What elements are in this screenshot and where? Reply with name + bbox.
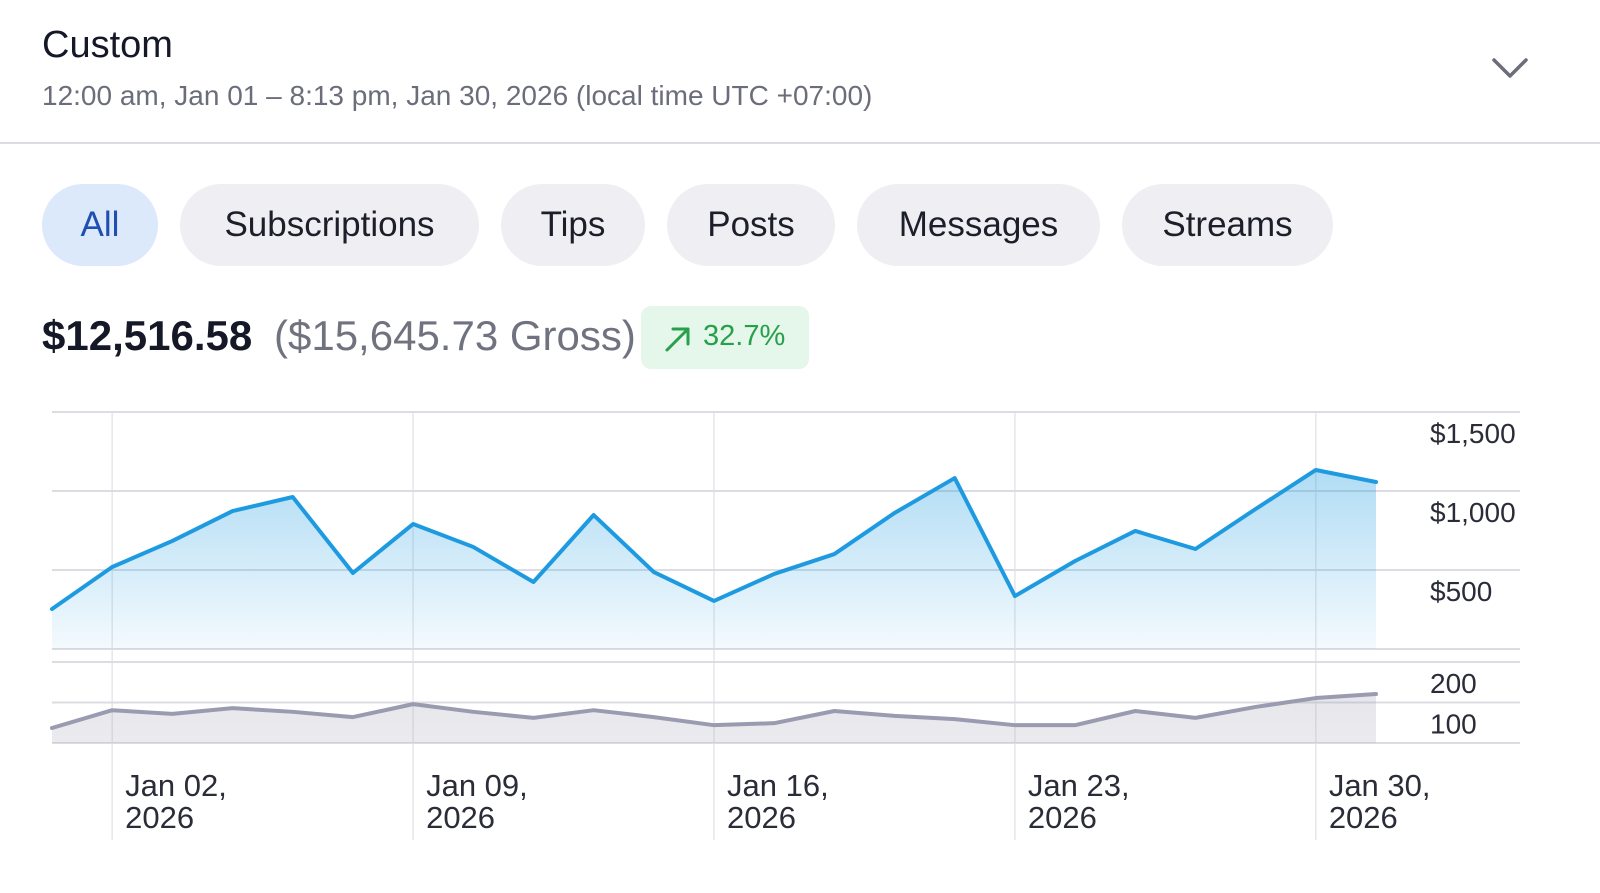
x-tick-label: Jan 23, 2026 xyxy=(1027,768,1130,835)
filter-tab[interactable]: Subscriptions xyxy=(180,184,479,266)
area xyxy=(52,469,1376,649)
filter-tab[interactable]: All xyxy=(42,184,158,266)
y-tick-label: $1,000 xyxy=(1430,497,1516,528)
y-tick-label: $500 xyxy=(1430,576,1492,607)
y-tick-label: 100 xyxy=(1430,709,1477,740)
gross-amount: ($15,645.73 Gross) xyxy=(274,312,636,359)
y-tick-label: 200 xyxy=(1430,668,1477,699)
net-amount: $12,516.58 xyxy=(42,312,253,359)
filter-tab[interactable]: Posts xyxy=(667,184,835,266)
x-tick-label: Jan 16, 2026 xyxy=(727,768,829,835)
filter-tab[interactable]: Streams xyxy=(1122,184,1333,266)
range-subtitle: 12:00 am, Jan 01 – 8:13 pm, Jan 30, 2026… xyxy=(42,80,873,111)
up-arrow xyxy=(665,327,690,352)
x-tick-label: Jan 30, 2026 xyxy=(1328,768,1431,835)
line xyxy=(50,691,1378,731)
line xyxy=(50,467,1378,612)
x-tick-label: Jan 09, 2026 xyxy=(426,768,528,835)
dropdown-chevron[interactable] xyxy=(1490,54,1530,82)
change-value: 32.7% xyxy=(703,320,786,352)
change-badge: 32.7% xyxy=(641,306,809,369)
separator xyxy=(0,142,1600,144)
y-tick-label: $1,500 xyxy=(1430,418,1516,449)
range-title: Custom xyxy=(42,24,173,66)
filter-tab[interactable]: Tips xyxy=(501,184,645,266)
area xyxy=(52,693,1376,743)
x-tick-label: Jan 02, 2026 xyxy=(125,768,227,835)
filter-tab[interactable]: Messages xyxy=(857,184,1100,266)
